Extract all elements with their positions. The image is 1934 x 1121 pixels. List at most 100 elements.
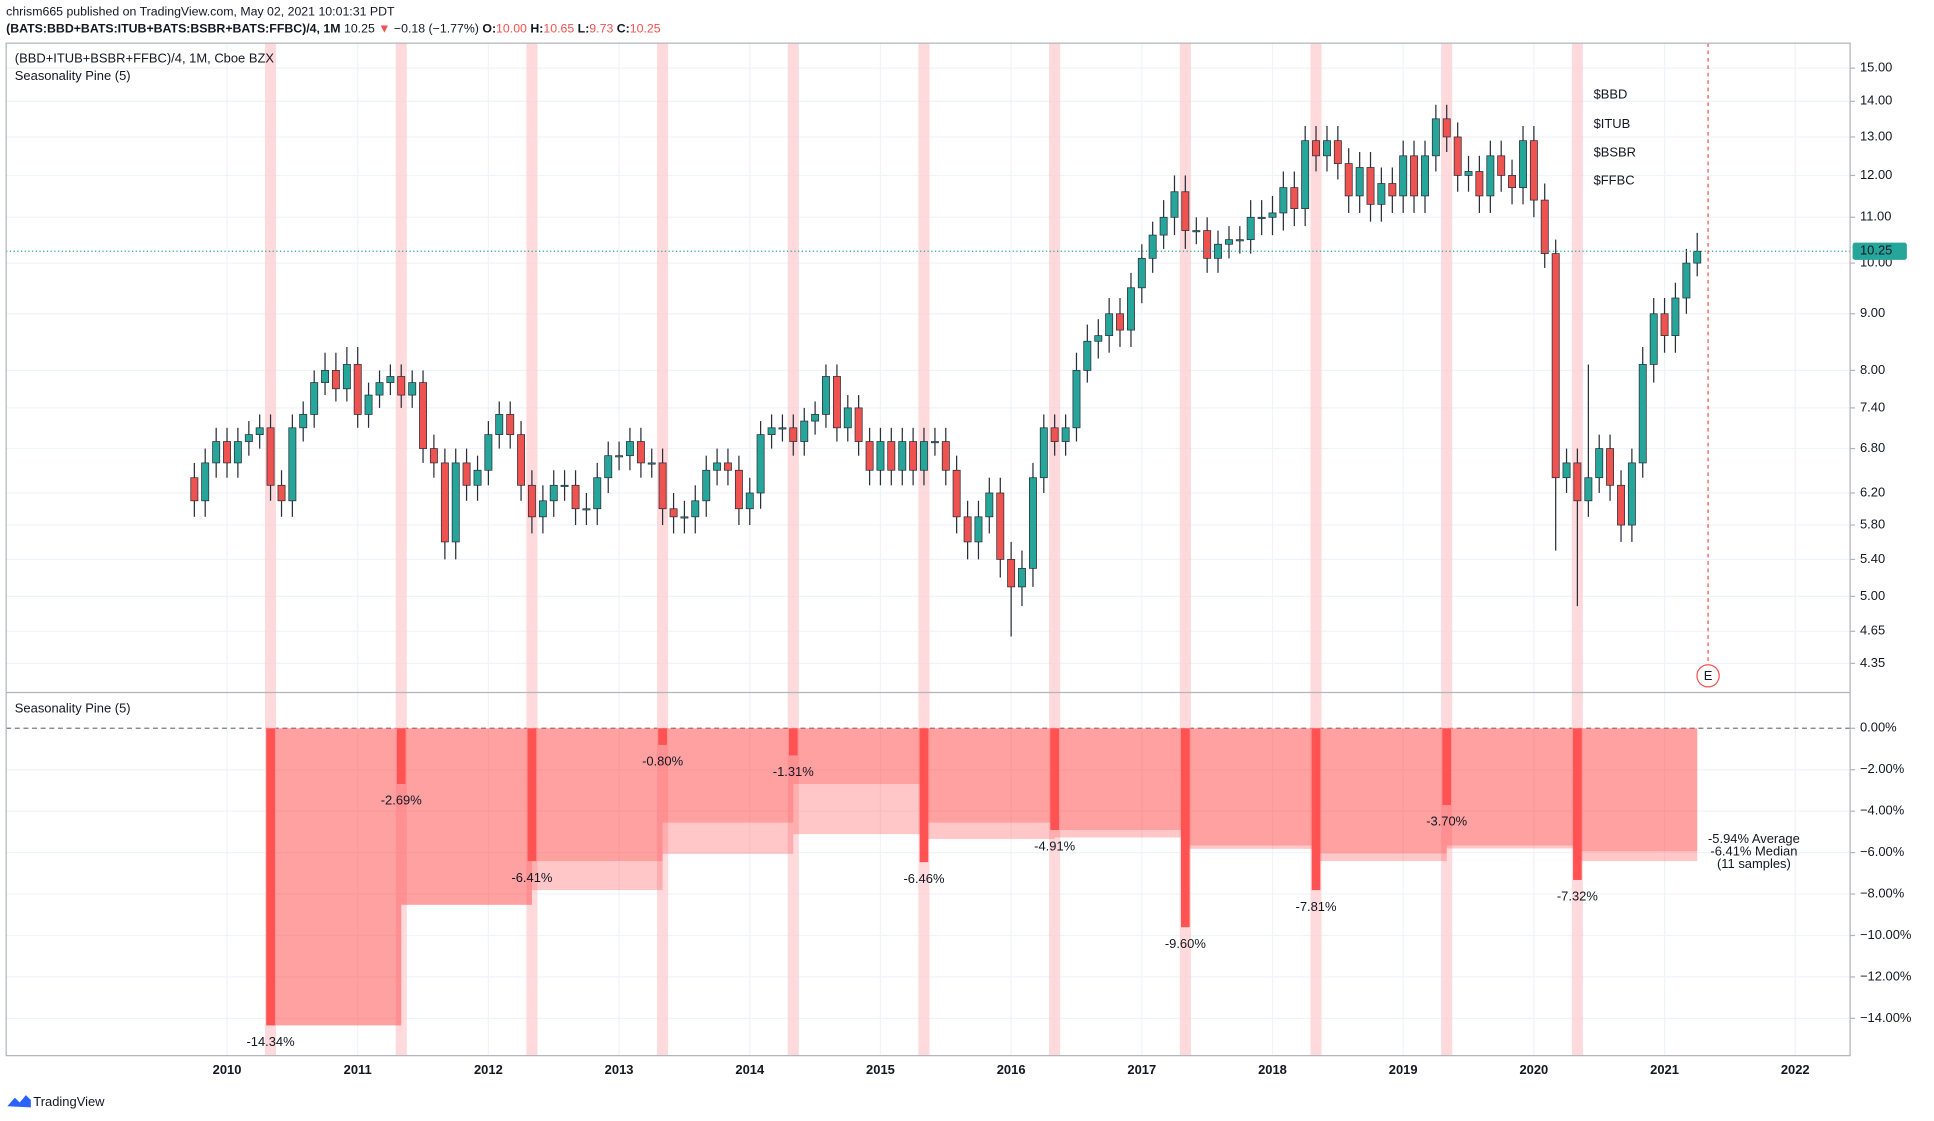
candle-body bbox=[1453, 136, 1462, 176]
candle-body bbox=[375, 382, 384, 396]
y-tick-label: 11.00 bbox=[1860, 209, 1891, 224]
candle-body bbox=[462, 462, 471, 486]
candle-body bbox=[1464, 171, 1473, 176]
candle-body bbox=[865, 441, 874, 471]
y-tick-label: 5.80 bbox=[1860, 516, 1885, 531]
summary-label: (11 samples) bbox=[1717, 856, 1791, 871]
candle-body bbox=[1235, 239, 1244, 242]
highlight-band bbox=[264, 43, 277, 1056]
x-tick-label: 2013 bbox=[605, 1062, 634, 1077]
candle-body bbox=[647, 462, 656, 465]
bar bbox=[1050, 728, 1059, 831]
candle-body bbox=[615, 455, 624, 458]
seasonal-band bbox=[1577, 728, 1698, 852]
bar bbox=[788, 728, 798, 756]
candle-body bbox=[364, 394, 373, 415]
highlight-band bbox=[657, 43, 669, 1056]
candle-body bbox=[1083, 340, 1092, 371]
candle-body bbox=[1105, 313, 1114, 337]
y-tick-label: 6.80 bbox=[1860, 440, 1885, 455]
ohlc-value: 10.65 bbox=[543, 22, 574, 36]
ohlc-value: 10.25 bbox=[630, 22, 661, 36]
candle-body bbox=[1519, 140, 1527, 188]
annotation: $ITUB bbox=[1594, 116, 1631, 131]
annotation: $FFBC bbox=[1594, 173, 1635, 188]
candle-body bbox=[1573, 462, 1582, 502]
value-label: -0.80% bbox=[642, 754, 683, 769]
bar bbox=[658, 728, 667, 745]
candle-body bbox=[1682, 262, 1691, 299]
candle-body bbox=[1094, 335, 1103, 342]
x-tick-label: 2019 bbox=[1389, 1062, 1418, 1077]
value-label: -4.91% bbox=[1034, 839, 1075, 854]
seasonal-band bbox=[1185, 728, 1317, 849]
candle-body bbox=[1410, 155, 1418, 197]
candle-body bbox=[1039, 427, 1048, 479]
candle-body bbox=[604, 455, 613, 479]
seasonal-band bbox=[1316, 728, 1447, 854]
candle-body bbox=[1301, 140, 1310, 209]
candle-body bbox=[1584, 477, 1593, 502]
y-tick-label: 6.20 bbox=[1860, 484, 1885, 499]
candle-body bbox=[1018, 568, 1026, 588]
logo-icon bbox=[7, 1095, 31, 1108]
candle-body bbox=[1116, 313, 1124, 331]
candle-body bbox=[854, 407, 863, 442]
candle-body bbox=[778, 427, 787, 430]
seasonal-band bbox=[662, 728, 794, 823]
y-tick-label: 4.35 bbox=[1860, 655, 1885, 670]
bar bbox=[527, 728, 537, 862]
bar bbox=[1311, 728, 1321, 891]
y-tick-label: −4.00% bbox=[1860, 803, 1905, 818]
candle-body bbox=[691, 500, 700, 518]
value-label: -2.69% bbox=[381, 793, 422, 808]
candle-body bbox=[1529, 140, 1538, 201]
last-price: 10.25 bbox=[344, 22, 375, 36]
candle-body bbox=[1127, 287, 1135, 331]
candle-body bbox=[734, 469, 743, 510]
candle-body bbox=[1627, 462, 1636, 526]
seasonal-band bbox=[1054, 728, 1186, 831]
bar bbox=[919, 728, 929, 863]
candle-body bbox=[767, 427, 776, 435]
value-label: -14.34% bbox=[246, 1034, 295, 1049]
seasonal-band bbox=[1446, 728, 1578, 846]
pane-title: Seasonality Pine (5) bbox=[15, 701, 131, 716]
seasonal-band bbox=[662, 728, 794, 854]
indicator-name: Seasonality Pine (5) bbox=[15, 68, 131, 83]
candle-body bbox=[1290, 187, 1299, 209]
candle-body bbox=[1246, 216, 1255, 241]
seasonal-band bbox=[1054, 728, 1186, 838]
candle-body bbox=[190, 477, 199, 502]
y-tick-label: −6.00% bbox=[1860, 844, 1905, 859]
y-tick-label: −2.00% bbox=[1860, 761, 1905, 776]
candle-body bbox=[1257, 216, 1266, 219]
y-tick-label: −12.00% bbox=[1860, 968, 1912, 983]
candle-body bbox=[593, 477, 602, 510]
seasonal-band bbox=[793, 728, 924, 785]
pane-title: (BBD+ITUB+BSBR+FFBC)/4, 1M, Cboe BZX bbox=[15, 51, 275, 66]
candle-body bbox=[484, 434, 493, 471]
candle-body bbox=[1333, 140, 1342, 164]
y-tick-label: 5.00 bbox=[1860, 588, 1885, 603]
footer-text: TradingView bbox=[33, 1094, 105, 1109]
summary-label: -5.94% Average bbox=[1708, 831, 1800, 846]
candle-body bbox=[353, 364, 362, 415]
change-arrow: ▼ bbox=[378, 22, 390, 36]
candle-body bbox=[658, 462, 667, 510]
candle-body bbox=[1508, 175, 1516, 188]
candle-body bbox=[244, 434, 253, 442]
y-tick-label: 12.00 bbox=[1860, 167, 1892, 182]
symbol: (BATS:BBD+BATS:ITUB+BATS:BSBR+BATS:FFBC)… bbox=[6, 22, 340, 36]
candle-body bbox=[223, 441, 231, 464]
last-price-label: 10.25 bbox=[1860, 243, 1892, 258]
highlight-band bbox=[787, 43, 799, 1056]
candle-body bbox=[1214, 243, 1222, 259]
seasonal-band bbox=[270, 728, 402, 1026]
chart-frame bbox=[5, 42, 1851, 1057]
candle-body bbox=[1203, 230, 1212, 259]
bar bbox=[1181, 728, 1190, 928]
candle-body bbox=[1170, 191, 1179, 218]
value-label: -7.32% bbox=[1557, 889, 1598, 904]
